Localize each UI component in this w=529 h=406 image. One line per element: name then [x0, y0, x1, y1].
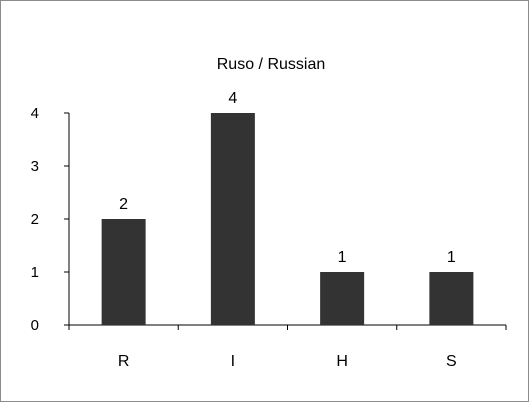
data-label-h: 1 [338, 249, 347, 266]
bar-i [210, 113, 255, 325]
data-label-i: 4 [228, 90, 237, 107]
y-tick-label: 4 [31, 105, 39, 122]
bar-s [429, 272, 474, 325]
y-axis-ticks: 0 1 2 3 4 [31, 105, 69, 334]
x-tick-label-i: I [231, 353, 235, 370]
bar-r [101, 219, 146, 325]
y-tick-label: 3 [31, 158, 39, 175]
data-labels: 2 4 1 1 [119, 90, 456, 266]
x-axis-ticks [68, 325, 507, 330]
chart-title: Ruso / Russian [217, 56, 326, 73]
data-label-s: 1 [447, 249, 456, 266]
y-tick-label: 2 [31, 211, 39, 228]
bar-h [320, 272, 365, 325]
x-tick-label-r: R [118, 353, 130, 370]
bars [101, 113, 474, 325]
data-label-r: 2 [119, 196, 128, 213]
y-tick-label: 0 [31, 317, 39, 334]
x-tick-label-s: S [446, 353, 457, 370]
y-tick-label: 1 [31, 264, 39, 281]
x-tick-label-h: H [336, 353, 348, 370]
